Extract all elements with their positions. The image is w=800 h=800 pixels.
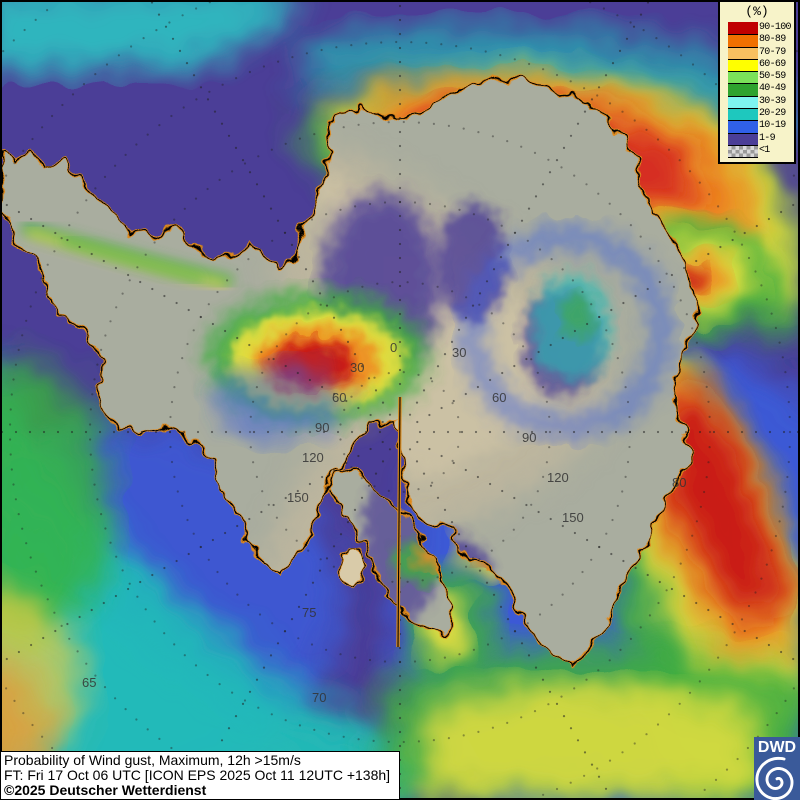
svg-text:30: 30 xyxy=(452,345,466,360)
svg-text:30: 30 xyxy=(350,360,364,375)
svg-text:150: 150 xyxy=(562,510,584,525)
svg-text:90: 90 xyxy=(315,420,329,435)
svg-text:70: 70 xyxy=(312,690,326,705)
svg-text:65: 65 xyxy=(82,675,96,690)
svg-text:90: 90 xyxy=(522,430,536,445)
svg-text:120: 120 xyxy=(547,470,569,485)
svg-text:75: 75 xyxy=(302,605,316,620)
svg-text:80: 80 xyxy=(672,475,686,490)
svg-text:60: 60 xyxy=(492,390,506,405)
svg-text:DWD: DWD xyxy=(758,739,796,756)
svg-text:0: 0 xyxy=(390,340,397,355)
svg-text:150: 150 xyxy=(287,490,309,505)
svg-text:120: 120 xyxy=(302,450,324,465)
svg-text:60: 60 xyxy=(332,390,346,405)
